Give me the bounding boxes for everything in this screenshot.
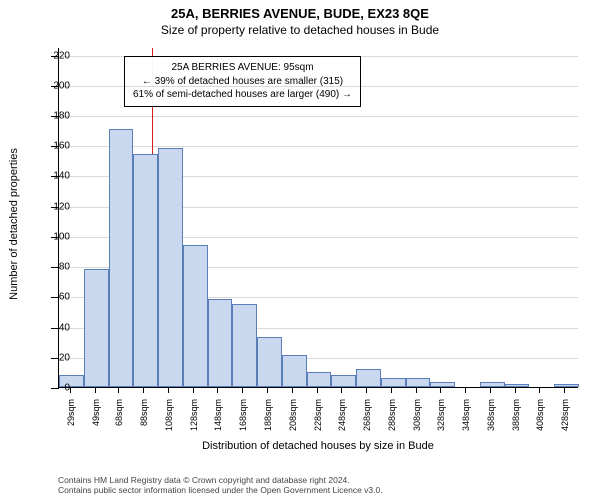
- x-axis-title: Distribution of detached houses by size …: [58, 440, 578, 452]
- grid-line: [59, 146, 578, 147]
- histogram-bar: [505, 384, 530, 387]
- y-tick-label: 180: [40, 111, 70, 122]
- y-tick-label: 40: [40, 322, 70, 333]
- histogram-bar: [232, 304, 257, 387]
- plot-area: 25A BERRIES AVENUE: 95sqm ← 39% of detac…: [58, 48, 578, 388]
- histogram-bar: [554, 384, 579, 387]
- histogram-bar: [356, 369, 381, 387]
- x-tick: [490, 387, 491, 393]
- x-tick: [539, 387, 540, 393]
- x-tick: [118, 387, 119, 393]
- histogram-bar: [158, 148, 183, 387]
- histogram-bar: [406, 378, 431, 387]
- y-tick-label: 80: [40, 262, 70, 273]
- x-tick: [70, 387, 71, 393]
- histogram-bar: [208, 299, 233, 387]
- grid-line: [59, 86, 578, 87]
- x-tick: [193, 387, 194, 393]
- y-tick-label: 160: [40, 141, 70, 152]
- footer-attribution: Contains HM Land Registry data © Crown c…: [58, 475, 383, 496]
- histogram-bar: [282, 355, 307, 387]
- chart-title-sub: Size of property relative to detached ho…: [0, 21, 600, 37]
- x-tick: [143, 387, 144, 393]
- footer-line2: Contains public sector information licen…: [58, 485, 383, 496]
- x-tick: [95, 387, 96, 393]
- grid-line: [59, 116, 578, 117]
- histogram-bar: [331, 375, 356, 387]
- x-tick: [341, 387, 342, 393]
- x-tick: [465, 387, 466, 393]
- histogram-bar: [257, 337, 282, 387]
- x-tick: [217, 387, 218, 393]
- y-tick-label: 120: [40, 201, 70, 212]
- histogram-bar: [381, 378, 406, 387]
- y-tick-label: 60: [40, 292, 70, 303]
- x-tick: [416, 387, 417, 393]
- y-tick-label: 220: [40, 50, 70, 61]
- grid-line: [59, 56, 578, 57]
- annotation-box: 25A BERRIES AVENUE: 95sqm ← 39% of detac…: [124, 56, 361, 107]
- histogram-bar: [183, 245, 208, 387]
- y-tick-label: 200: [40, 80, 70, 91]
- x-tick: [242, 387, 243, 393]
- histogram-bar: [430, 382, 455, 387]
- y-tick-label: 140: [40, 171, 70, 182]
- y-tick-label: 0: [40, 383, 70, 394]
- chart-container: 25A BERRIES AVENUE: 95sqm ← 39% of detac…: [58, 48, 578, 418]
- annotation-line3: 61% of semi-detached houses are larger (…: [133, 88, 352, 102]
- y-tick-label: 100: [40, 231, 70, 242]
- x-tick: [440, 387, 441, 393]
- histogram-bar: [109, 129, 134, 387]
- footer-line1: Contains HM Land Registry data © Crown c…: [58, 475, 383, 486]
- x-tick: [564, 387, 565, 393]
- histogram-bar: [84, 269, 109, 387]
- chart-title-main: 25A, BERRIES AVENUE, BUDE, EX23 8QE: [0, 0, 600, 21]
- histogram-bar: [133, 154, 158, 387]
- x-tick: [515, 387, 516, 393]
- x-tick: [391, 387, 392, 393]
- histogram-bar: [480, 382, 505, 387]
- histogram-bar: [307, 372, 332, 387]
- x-tick: [267, 387, 268, 393]
- x-tick: [366, 387, 367, 393]
- x-tick: [317, 387, 318, 393]
- annotation-line1: 25A BERRIES AVENUE: 95sqm: [133, 61, 352, 75]
- y-tick-label: 20: [40, 352, 70, 363]
- x-tick: [292, 387, 293, 393]
- x-tick: [168, 387, 169, 393]
